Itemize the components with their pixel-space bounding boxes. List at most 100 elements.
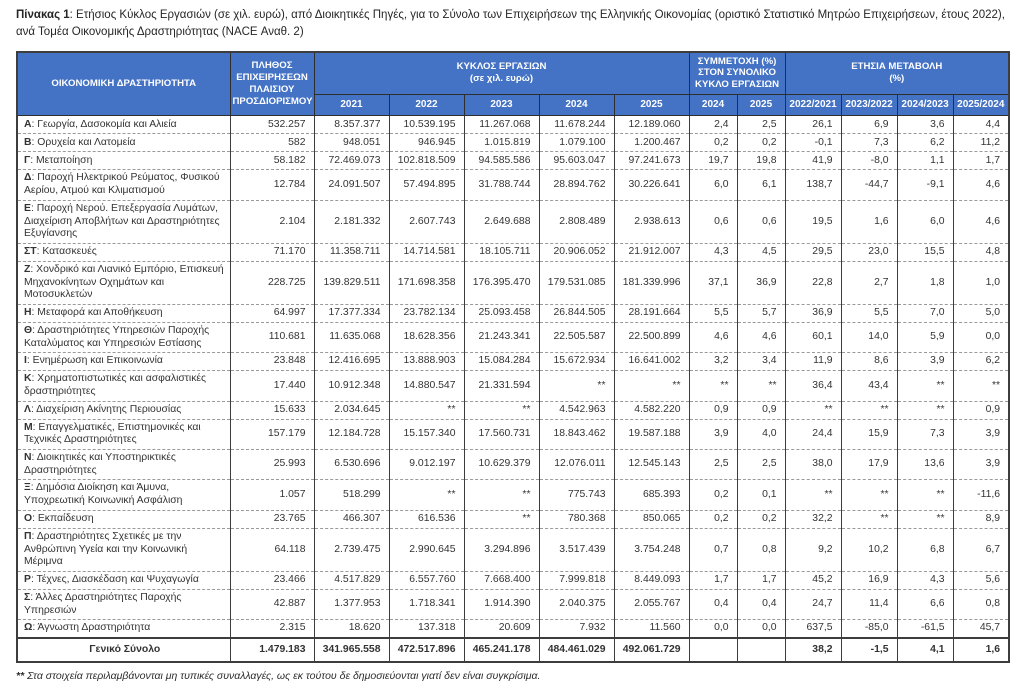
value-cell: 10.539.195: [388, 115, 465, 134]
value-cell: 2.607.743: [388, 199, 465, 244]
value-cell: **: [896, 370, 954, 402]
activity-cell: Σ: Άλλες Δραστηριότητες Παροχής Υπηρεσιώ…: [16, 588, 231, 620]
table-row: Β: Ορυχεία και Λατομεία 582 948.051 946.945…: [16, 133, 1010, 152]
value-cell: 4.517.829: [313, 570, 390, 590]
value-cell: 21.912.007: [613, 242, 690, 262]
value-cell: 71.170: [229, 242, 315, 262]
table-row: Ν: Διοικητικές και Υποστηρικτικές Δραστη…: [16, 449, 1010, 480]
table-title-label: Πίνακας 1: [16, 9, 70, 21]
value-cell: 948.051: [313, 133, 390, 152]
value-cell: -9,1: [896, 169, 954, 201]
value-cell: 16,9: [840, 570, 898, 590]
value-cell: 15,9: [840, 418, 898, 450]
value-cell: 2,5: [688, 449, 738, 480]
value-cell: 30.226.641: [613, 169, 690, 201]
header-change-2022-2021: 2022/2021: [784, 94, 842, 117]
value-cell: 6,0: [896, 199, 954, 244]
value-cell: 4,6: [952, 169, 1010, 201]
table-row: Λ: Διαχείριση Ακίνητης Περιουσίας 15.633 2…: [16, 400, 1010, 420]
activity-cell: Ο: Εκπαίδευση: [16, 509, 231, 529]
value-cell: 3,2: [688, 352, 738, 371]
value-cell: 2.808.489: [538, 199, 615, 244]
value-cell: 5,5: [840, 303, 898, 323]
value-cell: 0,0: [952, 321, 1010, 353]
activity-cell: Μ: Επαγγελματικές, Επιστημονικές και Τεχ…: [16, 418, 231, 450]
grand-total-value-cell: 4,1: [896, 636, 954, 662]
value-cell: 228.725: [229, 260, 315, 305]
grand-total-value-cell: [688, 636, 738, 662]
value-cell: 19.587.188: [613, 418, 690, 450]
table-row: Ε: Παροχή Νερού. Επεξεργασία Λυμάτων, Δι…: [16, 199, 1010, 244]
value-cell: 22.505.587: [538, 321, 615, 353]
value-cell: 6,7: [952, 527, 1010, 572]
value-cell: 22,8: [784, 260, 842, 305]
table-footnote: ** Στα στοιχεία περιλαμβάνονται μη τυπικ…: [16, 670, 1008, 682]
value-cell: **: [784, 400, 842, 420]
value-cell: -44,7: [840, 169, 898, 201]
value-cell: 9.012.197: [388, 449, 465, 480]
value-cell: 0,1: [736, 479, 786, 511]
value-cell: 37,1: [688, 260, 738, 305]
table-row: Η: Μεταφορά και Αποθήκευση 64.997 17.377.3…: [16, 303, 1010, 323]
value-cell: 72.469.073: [313, 151, 390, 170]
activity-cell: Ζ: Χονδρικό και Λιανικό Εμπόριο, Επισκευ…: [16, 260, 231, 305]
value-cell: 43,4: [840, 370, 898, 402]
value-cell: 2,5: [736, 449, 786, 480]
value-cell: 532.257: [229, 115, 315, 134]
value-cell: 4,0: [736, 418, 786, 450]
activity-cell: Β: Ορυχεία και Λατομεία: [16, 133, 231, 152]
value-cell: 0,2: [688, 133, 738, 152]
value-cell: 8.357.377: [313, 115, 390, 134]
value-cell: 4,6: [952, 199, 1010, 244]
value-cell: 157.179: [229, 418, 315, 450]
value-cell: 11.267.068: [463, 115, 540, 134]
value-cell: 582: [229, 133, 315, 152]
value-cell: 0,8: [952, 588, 1010, 620]
value-cell: **: [688, 370, 738, 402]
grand-total-value-cell: 1.479.183: [229, 636, 315, 662]
activity-cell: Ρ: Τέχνες, Διασκέδαση και Ψυχαγωγία: [16, 570, 231, 590]
header-turnover-2022: 2022: [388, 94, 465, 117]
value-cell: 775.743: [538, 479, 615, 511]
value-cell: 28.894.762: [538, 169, 615, 201]
activity-cell: Α: Γεωργία, Δασοκομία και Αλιεία: [16, 115, 231, 134]
value-cell: 4.582.220: [613, 400, 690, 420]
value-cell: **: [896, 479, 954, 511]
value-cell: 0,2: [736, 509, 786, 529]
header-activity: ΟΙΚΟΝΟΜΙΚΗ ΔΡΑΣΤΗΡΙΟΤΗΤΑ: [16, 50, 231, 117]
value-cell: 21.243.341: [463, 321, 540, 353]
grand-total-row: Γενικό Σύνολο 1.479.183 341.965.558 472.517…: [16, 636, 1010, 662]
value-cell: 32,2: [784, 509, 842, 529]
value-cell: 2,4: [688, 115, 738, 134]
value-cell: 10.912.348: [313, 370, 390, 402]
grand-total-value-cell: 472.517.896: [388, 636, 465, 662]
table-header: ΟΙΚΟΝΟΜΙΚΗ ΔΡΑΣΤΗΡΙΟΤΗΤΑ ΠΛΗΘΟΣ ΕΠΙΧΕΙΡΗ…: [16, 50, 1010, 117]
value-cell: 23.765: [229, 509, 315, 529]
value-cell: 11.560: [613, 619, 690, 638]
value-cell: 3.294.896: [463, 527, 540, 572]
value-cell: 0,2: [736, 133, 786, 152]
statistics-table: ΟΙΚΟΝΟΜΙΚΗ ΔΡΑΣΤΗΡΙΟΤΗΤΑ ΠΛΗΘΟΣ ΕΠΙΧΕΙΡΗ…: [16, 50, 1011, 663]
value-cell: 466.307: [313, 509, 390, 529]
activity-cell: Θ: Δραστηριότητες Υπηρεσιών Παροχής Κατα…: [16, 321, 231, 353]
value-cell: 2.181.332: [313, 199, 390, 244]
header-turnover-2025: 2025: [613, 94, 690, 117]
value-cell: **: [952, 370, 1010, 402]
header-turnover-2024: 2024: [538, 94, 615, 117]
value-cell: 31.788.744: [463, 169, 540, 201]
value-cell: 8,9: [952, 509, 1010, 529]
value-cell: 780.368: [538, 509, 615, 529]
value-cell: 4,4: [952, 115, 1010, 134]
value-cell: 139.829.511: [313, 260, 390, 305]
value-cell: 36,9: [736, 260, 786, 305]
value-cell: 0,4: [688, 588, 738, 620]
table-title-text: : Ετήσιος Κύκλος Εργασιών (σε χιλ. ευρώ)…: [16, 9, 1005, 39]
value-cell: 2.315: [229, 619, 315, 638]
value-cell: 6,6: [896, 588, 954, 620]
value-cell: -8,0: [840, 151, 898, 170]
value-cell: 25.993: [229, 449, 315, 480]
value-cell: 1.015.819: [463, 133, 540, 152]
value-cell: 17.377.334: [313, 303, 390, 323]
value-cell: 24,4: [784, 418, 842, 450]
table-row: Ο: Εκπαίδευση 23.765 466.307 616.536 ** 780.3…: [16, 509, 1010, 529]
